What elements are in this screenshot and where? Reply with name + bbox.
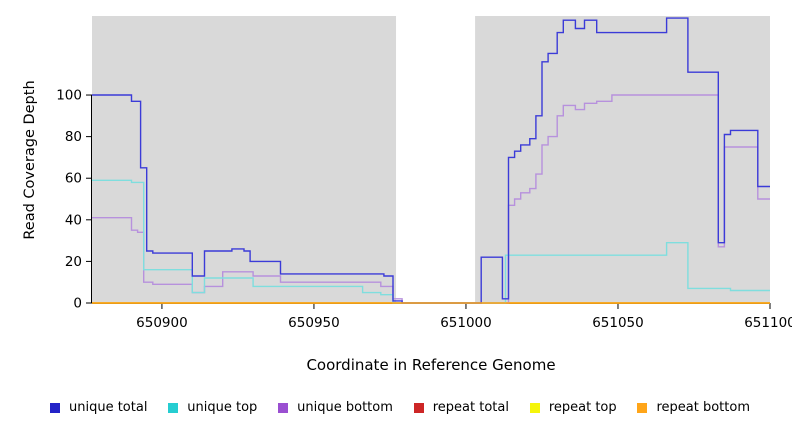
no-coverage-gap-region: [396, 16, 476, 303]
legend-item-unique-bottom: unique bottom: [278, 400, 393, 415]
y-tick-label: 0: [73, 296, 82, 312]
legend-swatch-repeat-top: [529, 402, 540, 413]
legend-swatch-repeat-total: [413, 402, 424, 413]
legend-swatch-unique-total: [50, 402, 60, 413]
legend-label: unique total: [69, 400, 148, 415]
x-tick-label: 651050: [592, 315, 644, 331]
legend-item-repeat-bottom: repeat bottom: [637, 400, 750, 415]
legend-label: repeat top: [548, 400, 617, 415]
chart-canvas: 650900 650950 651000 651050 651100 0 20 40 60 80 1…: [56, 16, 792, 331]
legend-label: unique top: [187, 400, 258, 415]
y-tick-label: 40: [65, 212, 82, 228]
chart-legend: unique total unique top unique bottom re…: [50, 400, 750, 415]
y-tick-label: 80: [65, 129, 82, 145]
legend-item-unique-total: unique total: [50, 400, 147, 415]
legend-item-repeat-total: repeat total: [413, 400, 509, 415]
y-tick-label: 100: [56, 88, 82, 104]
y-tick-label: 20: [65, 254, 82, 270]
legend-label: repeat total: [432, 400, 509, 415]
legend-label: repeat bottom: [656, 400, 750, 415]
series-line-unique-total: [92, 17, 770, 304]
legend-label: unique bottom: [297, 400, 393, 415]
x-tick-label: 651100: [744, 315, 792, 331]
x-axis-label: Coordinate in Reference Genome: [306, 356, 556, 374]
legend-item-repeat-top: repeat top: [529, 400, 617, 415]
x-tick-label: 651000: [440, 315, 492, 331]
series-line-unique-top: [92, 179, 770, 304]
legend-item-unique-top: unique top: [168, 400, 257, 415]
legend-swatch-repeat-bottom: [637, 402, 648, 413]
legend-swatch-unique-bottom: [278, 402, 289, 413]
y-tick-label: 60: [65, 171, 82, 187]
y-axis-label: Read Coverage Depth: [22, 80, 38, 240]
x-tick-label: 650900: [136, 315, 188, 331]
legend-swatch-unique-top: [168, 402, 179, 413]
x-tick-label: 650950: [288, 315, 340, 331]
